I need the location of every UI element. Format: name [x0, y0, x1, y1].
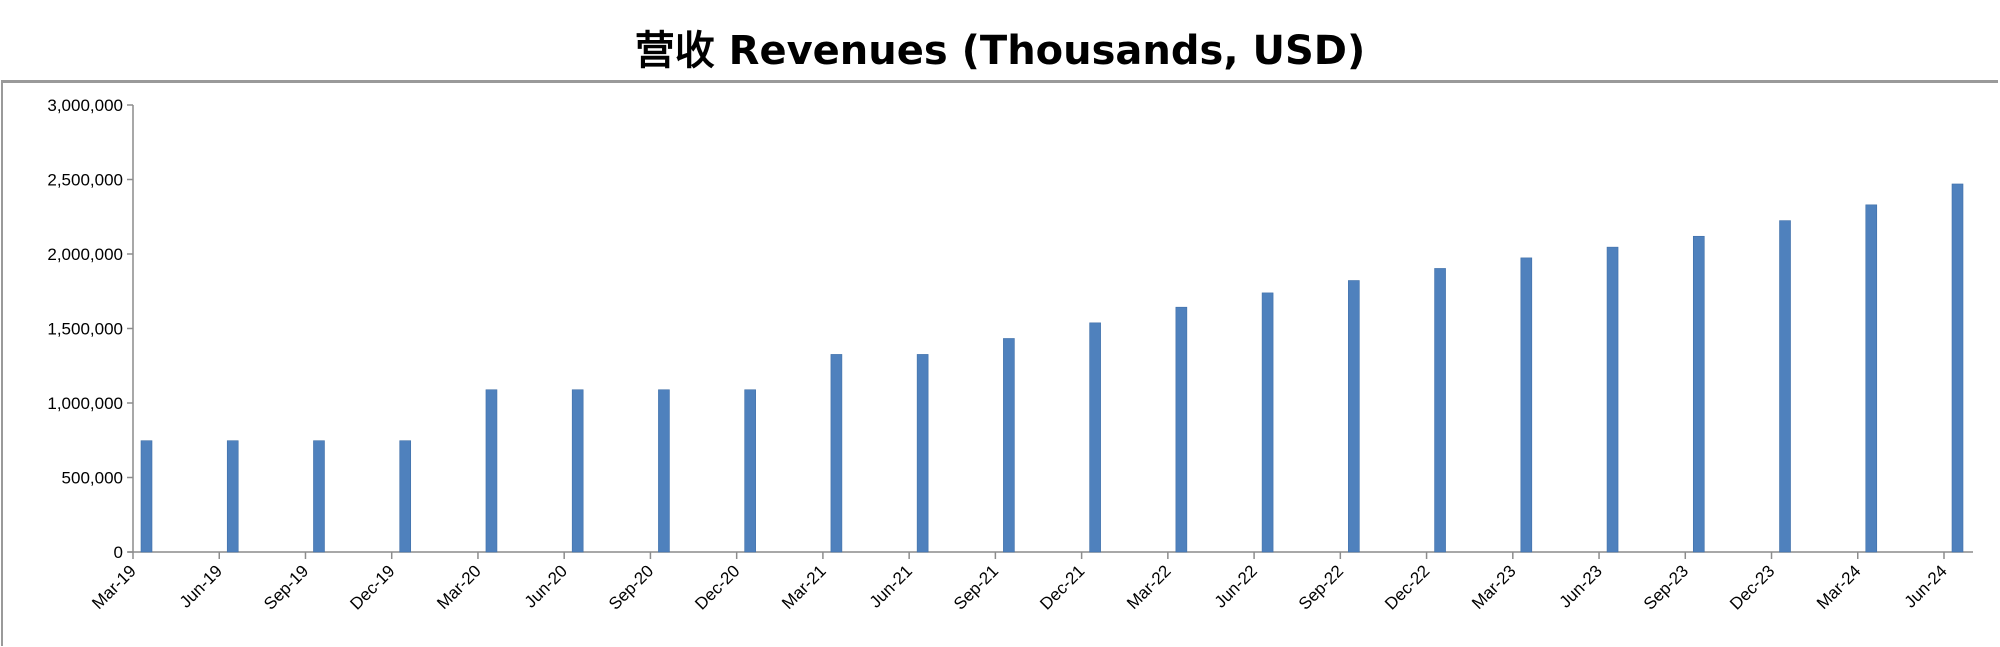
x-tick-label: Sep-22 [1295, 561, 1347, 613]
chart-frame [1, 80, 1998, 646]
bar-jun-19 [226, 440, 239, 553]
x-tick-label: Mar-22 [1123, 561, 1175, 613]
x-tick-label: Mar-19 [88, 561, 140, 613]
bar-jun-22 [1261, 292, 1274, 553]
bar-sep-20 [658, 389, 670, 553]
x-tick-label: Sep-20 [605, 561, 657, 613]
x-tick-label: Dec-21 [1036, 561, 1088, 613]
x-tick-label: Sep-19 [260, 561, 312, 613]
bar-sep-23 [1692, 235, 1705, 553]
x-tick-label: Dec-19 [346, 561, 398, 613]
bar-dec-21 [1089, 322, 1101, 553]
bar-sep-19 [313, 440, 325, 553]
x-tick-label: Dec-22 [1381, 561, 1433, 613]
bar-mar-22 [1175, 306, 1188, 553]
x-tick-label: Mar-20 [433, 561, 485, 613]
x-tick-label: Mar-23 [1468, 561, 1520, 613]
bar-jun-21 [916, 354, 929, 553]
x-tick-label: Mar-24 [1813, 561, 1865, 613]
x-tick-label: Jun-22 [1211, 561, 1261, 611]
y-tick-label: 2,500,000 [47, 171, 123, 190]
bar-mar-21 [830, 354, 843, 553]
bar-mar-19 [140, 440, 153, 553]
y-tick-label: 1,000,000 [47, 394, 123, 413]
bar-dec-20 [744, 389, 756, 553]
x-tick-label: Jun-20 [521, 561, 571, 611]
bar-mar-23 [1520, 257, 1533, 553]
x-tick-label: Dec-23 [1726, 561, 1778, 613]
bar-jun-20 [571, 389, 584, 553]
bar-mar-24 [1865, 204, 1878, 553]
x-tick-label: Dec-20 [691, 561, 743, 613]
y-tick-label: 3,000,000 [47, 96, 123, 115]
bar-dec-23 [1779, 220, 1791, 553]
x-tick-label: Jun-21 [866, 561, 916, 611]
x-tick-label: Sep-23 [1640, 561, 1692, 613]
bar-sep-22 [1348, 280, 1360, 553]
bar-dec-22 [1434, 268, 1446, 553]
y-tick-label: 1,500,000 [47, 320, 123, 339]
x-tick-label: Jun-19 [176, 561, 226, 611]
x-tick-label: Sep-21 [950, 561, 1002, 613]
bar-jun-24 [1951, 183, 1964, 553]
y-tick-label: 500,000 [62, 469, 123, 488]
bar-jun-23 [1606, 246, 1619, 553]
x-tick-label: Mar-21 [778, 561, 830, 613]
chart-title: 营收 Revenues (Thousands, USD) [634, 28, 1366, 74]
bar-mar-20 [485, 389, 498, 553]
y-tick-label: 0 [114, 543, 123, 562]
bar-sep-21 [1003, 338, 1015, 553]
bar-dec-19 [399, 440, 412, 553]
y-tick-label: 2,000,000 [47, 245, 123, 264]
x-tick-label: Jun-24 [1901, 561, 1951, 611]
x-tick-label: Jun-23 [1556, 561, 1606, 611]
